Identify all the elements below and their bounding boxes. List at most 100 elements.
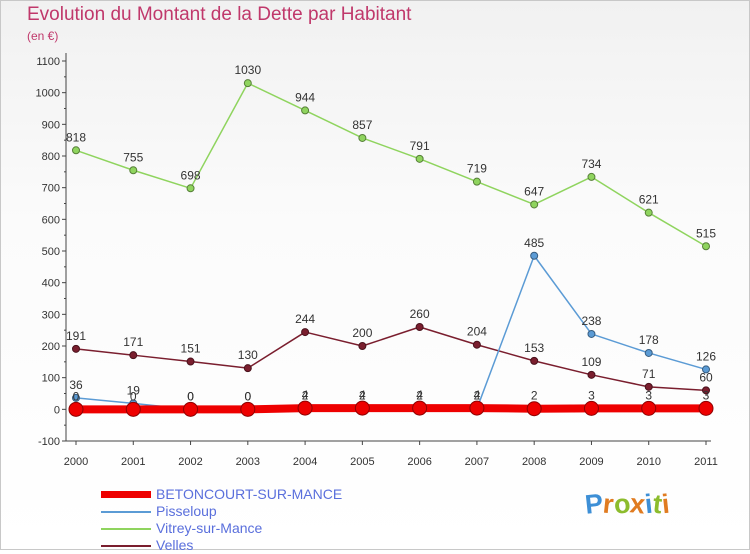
data-label: 0 — [130, 389, 137, 403]
x-tick-label: 2005 — [350, 456, 374, 468]
data-label: 734 — [581, 157, 601, 171]
data-point — [358, 133, 367, 142]
legend-swatch — [101, 491, 151, 498]
data-label: 647 — [524, 184, 544, 198]
data-label: 171 — [123, 335, 143, 349]
data-point — [186, 184, 195, 193]
data-point — [186, 357, 195, 366]
data-point — [415, 323, 424, 331]
data-point — [702, 386, 710, 395]
data-label: 238 — [581, 314, 601, 328]
data-point — [240, 401, 256, 417]
data-point — [530, 200, 539, 209]
data-point — [530, 356, 539, 365]
series-line — [75, 82, 707, 247]
data-point — [702, 242, 710, 251]
y-tick-label: 600 — [42, 214, 60, 226]
series-points — [68, 79, 714, 417]
data-label: 2 — [302, 389, 309, 403]
data-label: 719 — [467, 162, 487, 176]
data-label: 71 — [642, 367, 656, 381]
data-point — [641, 400, 657, 416]
legend-swatch — [101, 528, 151, 530]
x-tick-label: 2010 — [636, 456, 660, 468]
y-tick-label: 500 — [42, 246, 60, 258]
data-point — [68, 401, 84, 417]
data-label: 755 — [123, 150, 143, 164]
data-label: 3 — [588, 388, 595, 402]
data-point — [644, 382, 653, 391]
y-tick-label: 0 — [54, 404, 60, 416]
proxiti-logo: Proxiti — [583, 488, 671, 520]
data-label: 60 — [699, 370, 713, 384]
data-label: 3 — [645, 388, 652, 402]
data-point — [354, 400, 370, 416]
data-label: 0 — [244, 389, 251, 403]
y-tick-label: 700 — [42, 183, 60, 195]
series-line — [76, 404, 706, 414]
data-label: 3 — [703, 388, 710, 402]
x-tick-label: 2004 — [293, 456, 317, 468]
data-label: 2 — [474, 389, 481, 403]
x-tick-label: 2009 — [579, 456, 603, 468]
data-label: 4 — [302, 388, 309, 402]
y-tick-label: 900 — [42, 119, 60, 131]
data-point — [358, 342, 367, 350]
data-label: 191 — [66, 329, 86, 343]
data-label: 621 — [639, 193, 659, 207]
x-tick-label: 2011 — [694, 456, 718, 468]
data-label: 244 — [295, 312, 315, 326]
data-point — [698, 400, 714, 416]
data-label: 515 — [696, 226, 716, 240]
data-labels: 8187556981030944857791719647734621515191… — [66, 63, 716, 403]
legend-swatch — [101, 545, 151, 547]
data-label: 4 — [359, 388, 366, 402]
legend-label: BETONCOURT-SUR-MANCE — [156, 486, 343, 502]
data-point — [469, 400, 485, 416]
data-label: 19 — [127, 383, 141, 397]
data-label: 151 — [181, 342, 201, 356]
data-label: 260 — [410, 307, 430, 321]
series-lines — [75, 82, 707, 414]
x-tick-label: 2001 — [121, 456, 145, 468]
legend-label: Velles — [156, 537, 194, 553]
data-point — [472, 340, 481, 349]
data-label: 4 — [416, 388, 423, 402]
legend-label: Vitrey-sur-Mance — [156, 520, 263, 536]
data-point — [702, 365, 710, 374]
data-label: 1030 — [234, 63, 261, 77]
data-label: 36 — [69, 378, 83, 392]
y-tick-label: 1100 — [36, 56, 60, 68]
data-point — [129, 351, 138, 360]
y-tick-label: 400 — [42, 278, 60, 290]
data-point — [587, 172, 596, 181]
logo-letter: i — [659, 488, 671, 520]
data-point — [72, 393, 80, 402]
data-point — [301, 106, 310, 115]
data-point — [644, 208, 653, 217]
data-label: 818 — [66, 130, 86, 144]
data-label: 2 — [531, 389, 538, 403]
data-label: 204 — [467, 325, 487, 339]
y-tick-label: 300 — [42, 309, 60, 321]
data-label: 178 — [639, 333, 659, 347]
data-point — [125, 401, 141, 417]
data-label: 0 — [187, 389, 194, 403]
data-point — [530, 251, 539, 260]
data-label: 791 — [410, 139, 430, 153]
data-label: 109 — [581, 355, 601, 369]
data-point — [129, 166, 138, 175]
data-label: 200 — [352, 326, 372, 340]
data-label: 944 — [295, 90, 315, 104]
x-tick-label: 2002 — [178, 456, 202, 468]
y-tick-label: 100 — [42, 373, 60, 385]
y-tick-label: -100 — [38, 436, 60, 448]
data-point — [587, 370, 596, 379]
y-tick-label: 200 — [42, 341, 60, 353]
legend-label: Pisseloup — [156, 503, 217, 519]
x-tick-label: 2006 — [407, 456, 431, 468]
x-tick-label: 2008 — [522, 456, 546, 468]
data-label: 2 — [416, 389, 423, 403]
